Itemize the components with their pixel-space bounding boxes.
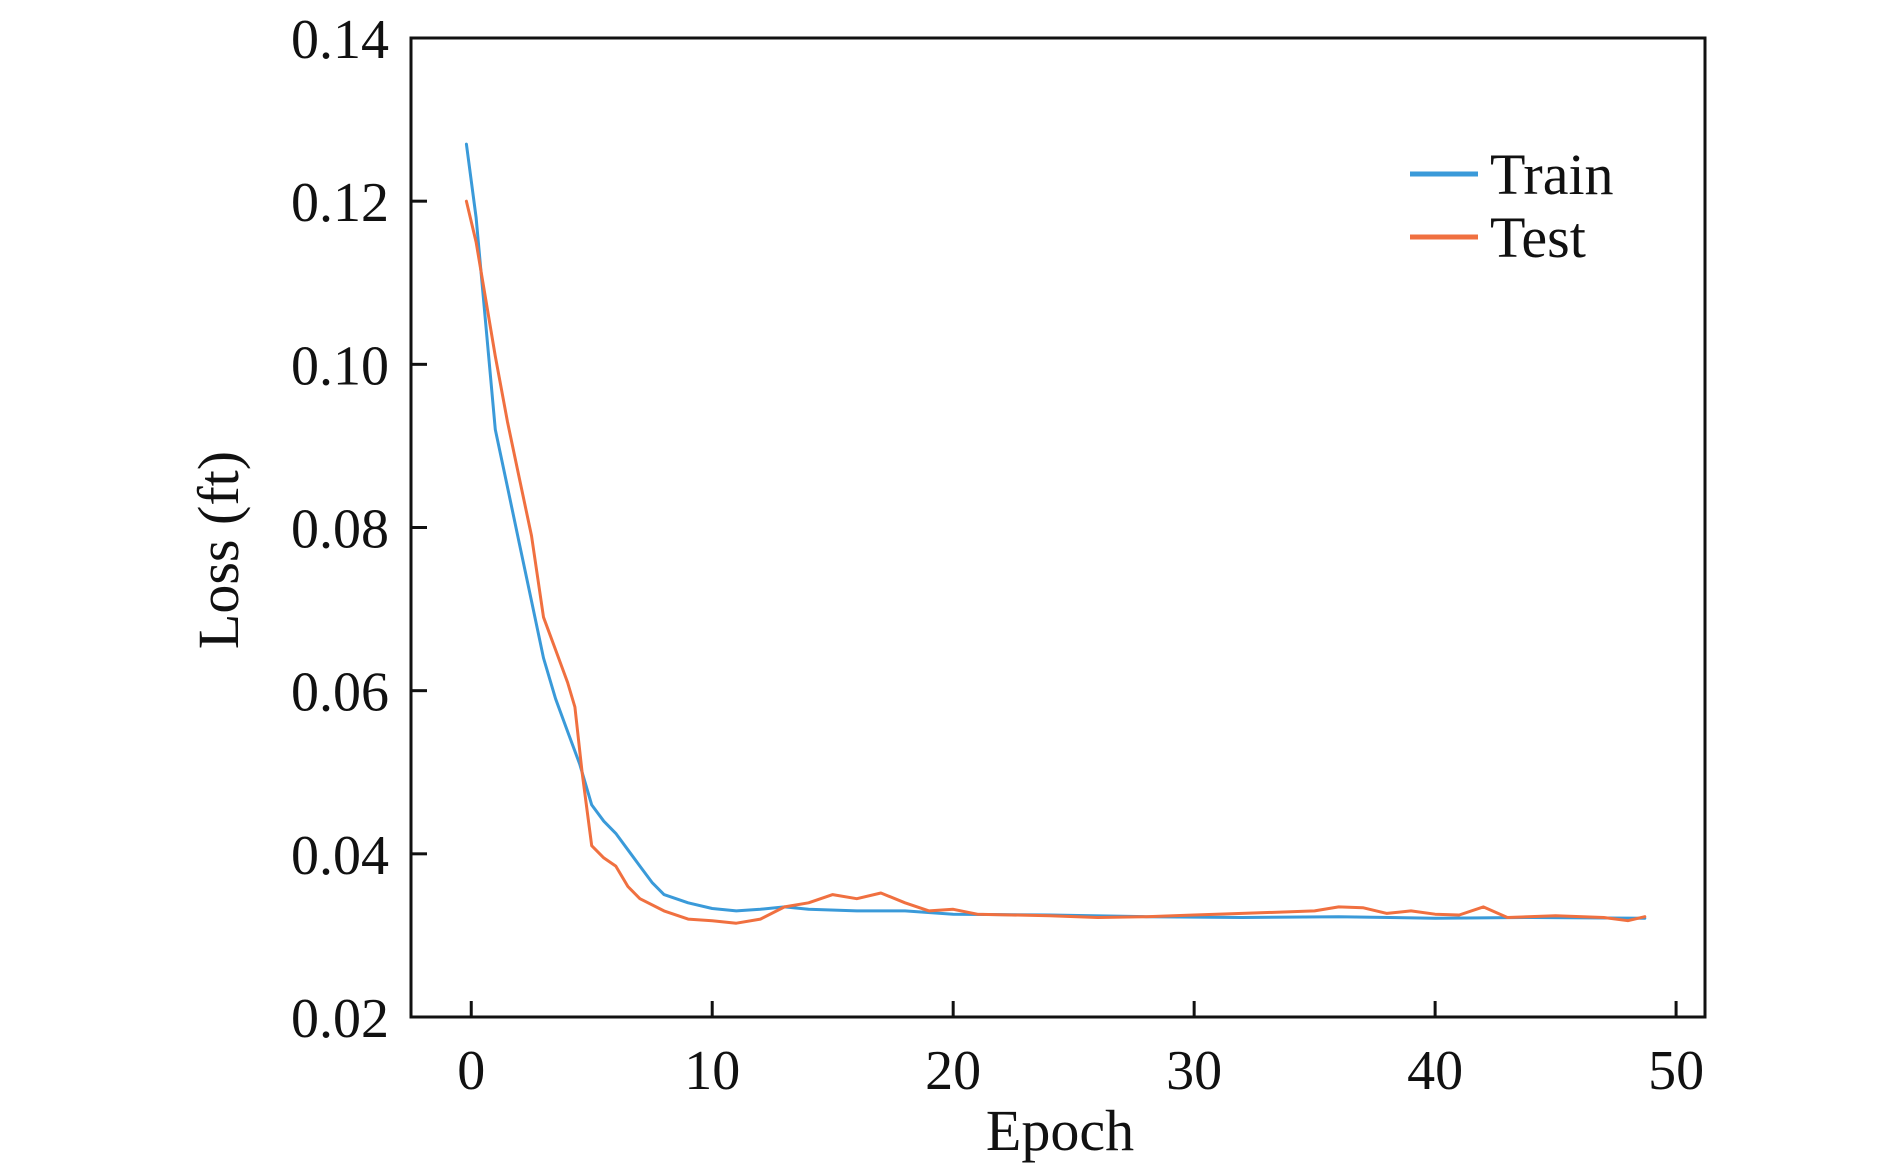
x-tick-label: 10	[684, 1040, 740, 1102]
x-axis-label: Epoch	[986, 1098, 1134, 1163]
x-tick-label: 40	[1407, 1040, 1463, 1102]
y-tick-label: 0.08	[291, 499, 389, 561]
y-tick-label: 0.10	[291, 335, 389, 397]
y-tick-label: 0.12	[291, 172, 389, 234]
ticks: 0 10 20 30 40 50 0.02 0.04 0.06 0.08 0.10 0.12 0.14	[291, 9, 1704, 1102]
y-tick-label: 0.04	[291, 825, 389, 887]
series-line-train	[464, 142, 1647, 920]
x-tick-label: 20	[925, 1040, 981, 1102]
series-line-test	[464, 199, 1647, 925]
y-tick-label: 0.06	[291, 662, 389, 724]
y-tick-label: 0.02	[291, 988, 389, 1050]
legend-label-train: Train	[1490, 142, 1614, 207]
y-tick-label: 0.14	[291, 9, 389, 71]
x-tick-label: 50	[1648, 1040, 1704, 1102]
y-axis-label: Loss (ft)	[186, 451, 251, 649]
legend-label-test: Test	[1490, 205, 1586, 270]
x-tick-label: 0	[457, 1040, 485, 1102]
x-tick-label: 30	[1166, 1040, 1222, 1102]
plot-area	[464, 142, 1647, 925]
